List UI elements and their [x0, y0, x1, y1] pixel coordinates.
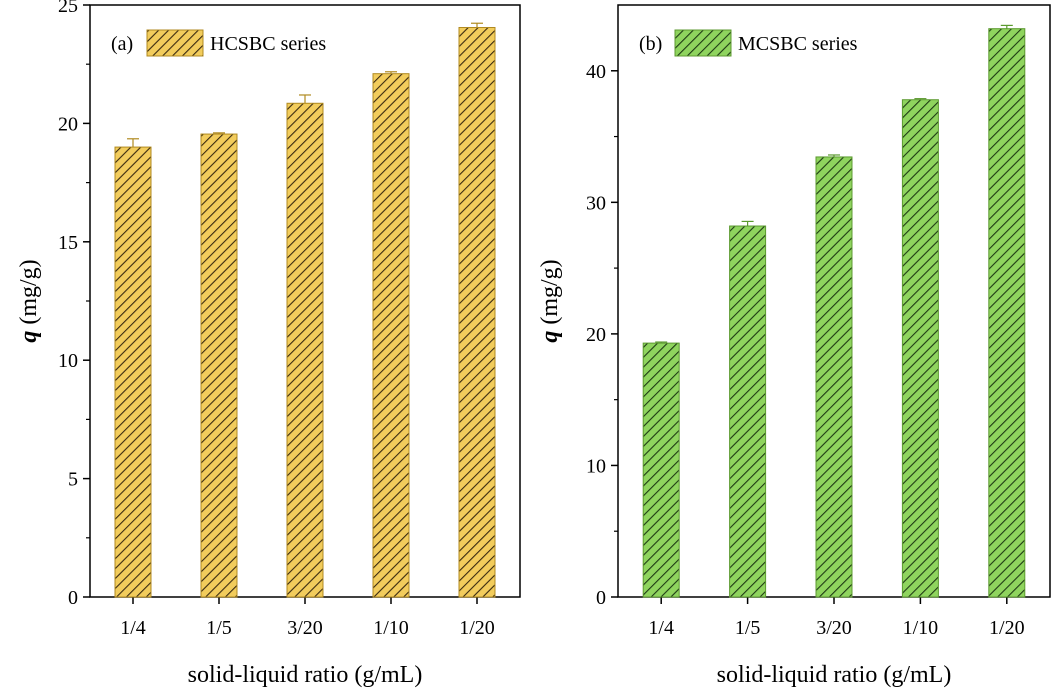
x-tick-label: 1/4 — [120, 617, 146, 639]
panel-label: (b) — [639, 33, 662, 55]
panel-label: (a) — [111, 33, 133, 55]
y-tick-label: 0 — [596, 587, 606, 609]
y-tick-label: 40 — [586, 61, 606, 83]
y-ticks: 0 5 10 15 20 25 — [58, 0, 90, 609]
bar — [815, 156, 853, 598]
y-ticks: 0 10 20 30 40 — [586, 61, 618, 609]
y-axis-unit: (mg/g) — [16, 259, 42, 324]
bar — [901, 99, 939, 598]
x-tick-label: 3/20 — [287, 617, 323, 639]
x-tick-label: 1/10 — [373, 617, 409, 639]
bar — [286, 102, 324, 598]
legend-swatch — [146, 29, 204, 57]
bar — [729, 225, 767, 598]
y-axis-unit: (mg/g) — [537, 259, 563, 324]
x-tick-label: 1/20 — [989, 617, 1025, 639]
y-tick-label: 10 — [586, 455, 606, 477]
y-axis-title: q (mg/g) — [16, 259, 42, 342]
legend-label: HCSBC series — [210, 33, 326, 55]
y-axis-symbol: q — [537, 331, 563, 343]
y-tick-label: 0 — [68, 587, 78, 609]
bar — [200, 133, 238, 598]
y-tick-label: 15 — [58, 232, 78, 254]
x-tick-label: 1/10 — [903, 617, 939, 639]
y-tick-label: 30 — [586, 192, 606, 214]
bar — [988, 28, 1026, 598]
bar — [114, 146, 152, 598]
y-axis-symbol: q — [16, 331, 42, 343]
legend-label: MCSBC series — [738, 33, 858, 55]
x-tick-label: 1/20 — [459, 617, 495, 639]
bar — [458, 26, 496, 598]
x-ticks: 1/4 1/5 3/20 1/10 1/20 — [120, 597, 495, 639]
y-tick-label: 20 — [58, 113, 78, 135]
x-tick-label: 3/20 — [816, 617, 852, 639]
chart-panel-a: 0 5 10 15 20 25 1/4 1/5 3/20 1/10 1/20 q (mg/g) s… — [16, 0, 521, 688]
x-axis-title: solid-liquid ratio (g/mL) — [188, 662, 423, 688]
y-tick-label: 20 — [586, 324, 606, 346]
y-tick-label: 5 — [68, 469, 78, 491]
y-tick-label: 10 — [58, 350, 78, 372]
x-ticks: 1/4 1/5 3/20 1/10 1/20 — [648, 597, 1025, 639]
x-tick-label: 1/5 — [735, 617, 761, 639]
bar — [642, 342, 680, 598]
chart-panel-b: 0 10 20 30 40 1/4 1/5 3/20 1/10 1/20 q (mg/g) so… — [537, 4, 1051, 688]
x-tick-label: 1/4 — [648, 617, 674, 639]
x-axis-title: solid-liquid ratio (g/mL) — [717, 662, 952, 688]
bar — [372, 73, 410, 598]
legend-swatch — [674, 29, 732, 57]
y-axis-title: q (mg/g) — [537, 259, 563, 342]
y-tick-label: 25 — [58, 0, 78, 17]
bars — [114, 22, 496, 598]
x-tick-label: 1/5 — [206, 617, 232, 639]
bars — [642, 24, 1026, 598]
